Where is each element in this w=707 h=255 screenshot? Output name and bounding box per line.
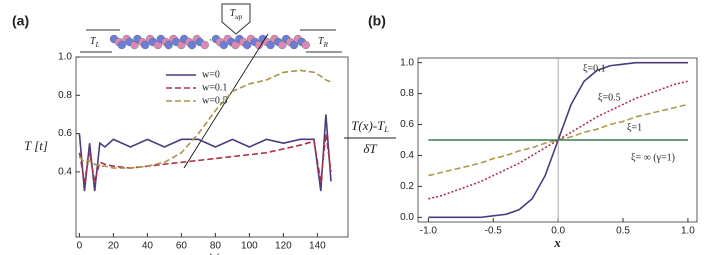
atom	[289, 40, 299, 50]
y-tick-label: 0.6	[58, 128, 72, 139]
panel-label: (b)	[368, 13, 386, 29]
x-tick-label: 80	[210, 241, 222, 252]
x-tick-label: 0.5	[616, 226, 630, 237]
y-tick-label: 0.8	[58, 90, 72, 101]
x-axis-label: x	[553, 235, 561, 250]
y-tick-label: 1.0	[400, 57, 414, 68]
y-tick-label: 0.8	[400, 88, 414, 99]
y-label-numerator: T(x)-T	[351, 118, 385, 133]
atom	[219, 40, 228, 50]
y-axis-label: T [t]	[24, 138, 48, 153]
plot-frame	[417, 57, 698, 223]
y-label-denominator: δT	[363, 141, 377, 156]
x-tick-label: 140	[309, 241, 326, 252]
curve-label: ξ= ∞ (γ=1)	[631, 152, 675, 163]
x-tick-label: 100	[241, 241, 258, 252]
bath-symbol: T	[90, 36, 97, 47]
atom	[141, 40, 150, 50]
bath-subscript: L	[95, 41, 100, 49]
atom	[117, 40, 126, 50]
bath-symbol: T	[318, 36, 325, 47]
bath-label: Tup	[230, 8, 243, 20]
atom	[231, 40, 240, 50]
x-tick-label: 0	[77, 241, 83, 252]
up-bath	[221, 3, 251, 35]
y-label-subscript: L	[383, 125, 389, 134]
curve-label: ξ=0.1	[583, 63, 606, 74]
y-tick-label: 0.2	[400, 181, 414, 192]
chain-diagram: Tup TL TR ···	[80, 3, 342, 53]
legend-label: w=0.1	[202, 82, 227, 93]
y-tick-label: 0.4	[58, 167, 72, 178]
x-tick-label: 0.0	[551, 226, 565, 237]
x-tick-label: 1.0	[681, 226, 695, 237]
atom	[187, 40, 197, 50]
atom	[164, 40, 173, 50]
atom	[301, 40, 310, 50]
x-tick-label: -1.0	[420, 226, 438, 237]
series-line	[78, 114, 332, 192]
legend-label: w=0.5	[202, 95, 227, 106]
x-tick-label: 60	[176, 241, 188, 252]
y-tick-label: 1.0	[58, 52, 72, 63]
series-line	[78, 69, 332, 169]
bath-symbol: T	[230, 8, 237, 19]
y-tick-label: 0.0	[400, 212, 414, 223]
atom	[243, 40, 252, 50]
y-tick-label: 0.4	[400, 150, 414, 161]
bath-subscript: up	[235, 13, 243, 21]
y-tick-label: 0.6	[400, 119, 414, 130]
bath-subscript: R	[323, 41, 329, 49]
x-tick-label: -0.5	[485, 226, 503, 237]
atom	[200, 40, 209, 50]
bath-label: TL	[90, 36, 100, 48]
panel-label: (a)	[12, 13, 29, 29]
plot-frame	[75, 56, 349, 238]
series-line	[78, 133, 332, 182]
series-line	[428, 80, 689, 200]
x-axis-label: position	[191, 250, 233, 255]
fit-line	[183, 33, 269, 169]
x-tick-label: 20	[108, 241, 120, 252]
legend-label: w=0	[202, 69, 220, 80]
bath-label: TR	[318, 36, 329, 48]
curve-label: ξ=1	[627, 122, 642, 133]
x-tick-label: 120	[275, 241, 292, 252]
x-tick-label: 40	[142, 241, 154, 252]
y-axis-label: T(x)-TL	[351, 118, 389, 134]
atom	[266, 40, 275, 50]
curve-label: ξ=0.5	[598, 92, 621, 103]
atom	[278, 40, 287, 50]
